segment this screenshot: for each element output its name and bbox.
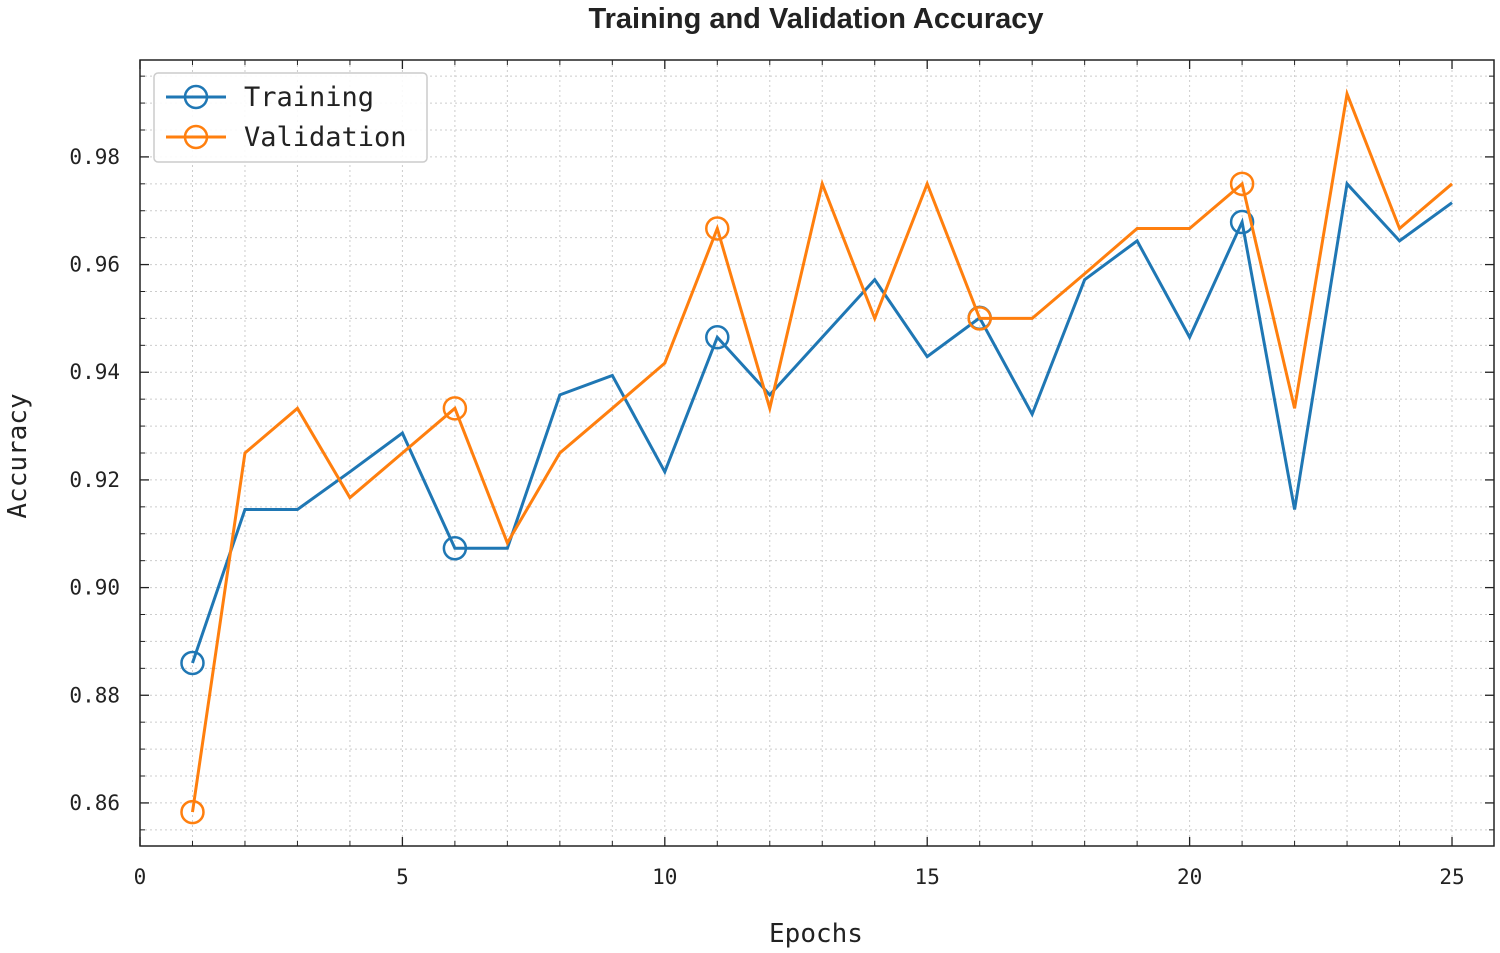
y-tick-label: 0.96	[69, 253, 120, 277]
legend-box	[153, 72, 428, 163]
legend-label-validation: Validation	[244, 122, 407, 153]
x-tick-label: 20	[1177, 865, 1202, 889]
data-point-training	[1229, 209, 1255, 235]
y-tick-label: 0.92	[69, 468, 120, 492]
y-tick-label: 0.86	[69, 791, 120, 815]
series-group	[180, 88, 1453, 825]
data-point-validation	[705, 216, 730, 241]
chart-title: Training and Validation Accuracy	[589, 3, 1044, 35]
y-axis-label: Accuracy	[3, 393, 33, 518]
data-point-training	[180, 650, 205, 676]
data-point-validation	[967, 306, 992, 331]
x-tick-label: 15	[915, 865, 940, 889]
legend-marker-validation	[183, 124, 209, 150]
x-tick-label: 0	[134, 865, 147, 889]
x-tick-label: 25	[1439, 865, 1464, 889]
data-point-training	[705, 325, 730, 350]
x-tick-label: 5	[396, 865, 409, 889]
axis-ticks: 0 5 10 15 20 25 0.86 0.88 0.90 0.92 0.94 0.96 0.98	[69, 60, 1494, 889]
series-line-validation	[190, 88, 1453, 813]
y-tick-label: 0.90	[69, 576, 120, 600]
y-tick-label: 0.94	[69, 360, 120, 384]
data-point-validation	[442, 396, 468, 421]
y-tick-label: 0.88	[69, 683, 120, 707]
data-point-validation	[180, 799, 205, 825]
legend-label-training: Training	[244, 82, 374, 113]
x-tick-label: 10	[652, 865, 677, 889]
data-point-training	[442, 536, 468, 561]
legend-marker-training	[183, 84, 209, 110]
data-point-validation	[1229, 171, 1255, 197]
x-axis-label: Epochs	[769, 919, 863, 949]
legend: Training Validation	[153, 72, 428, 163]
y-tick-label: 0.98	[69, 145, 120, 169]
series-line-training	[191, 180, 1453, 664]
grid	[139, 60, 1494, 846]
